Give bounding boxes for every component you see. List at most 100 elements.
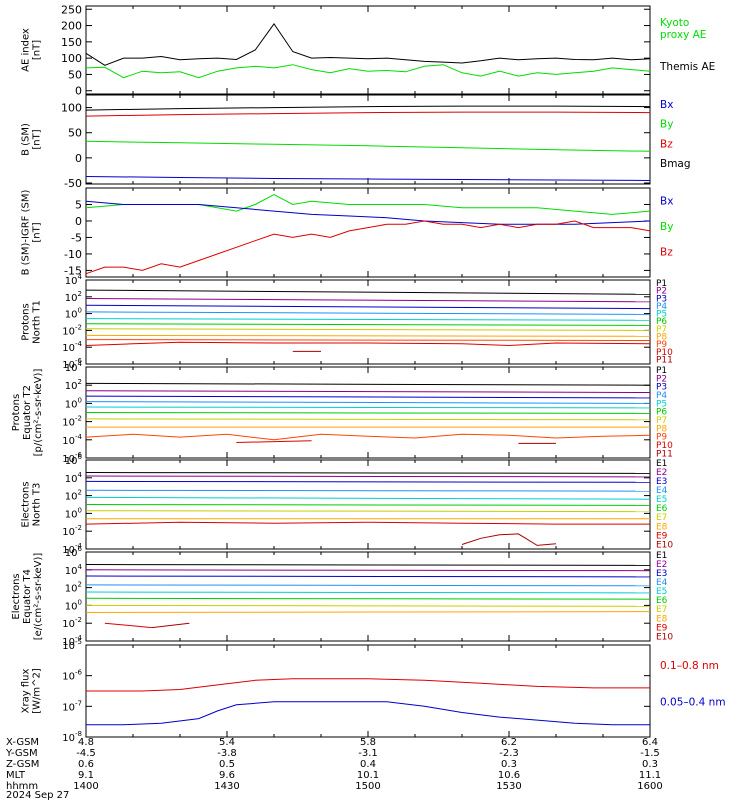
y-tick-label: 10-5 xyxy=(62,638,82,652)
legend-label: P11 xyxy=(656,355,673,365)
legend-label: E6 xyxy=(656,596,668,606)
y-tick-label: 50 xyxy=(68,68,82,81)
y-axis-label-line: [nT] xyxy=(32,40,43,60)
series-e9 xyxy=(104,622,152,629)
orbit-value: 0.3 xyxy=(642,759,658,770)
series-e9 xyxy=(85,521,650,525)
series-p1 xyxy=(85,382,651,386)
y-axis-label-line: B (SM) xyxy=(21,123,32,156)
y-tick-label: 104 xyxy=(65,273,83,287)
legend-label: proxy AE xyxy=(660,29,706,41)
legend-label: E7 xyxy=(656,513,667,523)
series-e1 xyxy=(85,472,651,474)
y-tick-label: 250 xyxy=(61,3,82,16)
y-tick-label: 102 xyxy=(65,378,82,392)
y-tick-label: 100 xyxy=(65,506,82,520)
legend-label: Bz xyxy=(660,138,673,150)
orbit-value: 1400 xyxy=(73,781,98,792)
series-e2 xyxy=(85,475,651,478)
series-p6 xyxy=(85,412,651,414)
series-themis-ae xyxy=(85,23,651,66)
legend-label: E9 xyxy=(656,531,668,541)
orbit-value: 0.6 xyxy=(78,759,94,770)
y-axis-label: Xray flux [W/m^2] xyxy=(21,668,43,714)
orbit-value: 5.8 xyxy=(360,737,376,748)
y-axis-label-line: North T1 xyxy=(32,300,43,344)
series-p6 xyxy=(85,323,651,326)
panel-frame xyxy=(85,5,651,95)
orbit-value: 6.4 xyxy=(642,737,658,748)
y-tick-label: 100 xyxy=(65,396,82,410)
y-tick-label: 10-2 xyxy=(62,323,82,337)
y-tick-label: 50 xyxy=(68,127,82,140)
y-axis-label: B (SM) [nT] xyxy=(21,123,43,156)
orbit-row-label: MLT xyxy=(6,770,26,781)
y-axis-label-line: Electrons xyxy=(21,481,32,527)
orbit-value: -4.5 xyxy=(76,748,96,759)
y-tick-label: -5 xyxy=(71,231,82,244)
series-p8 xyxy=(85,334,651,337)
y-tick-label: 200 xyxy=(61,20,82,33)
legend-label: P3 xyxy=(656,294,667,304)
legend-label: By xyxy=(660,119,673,131)
legend-label: P1 xyxy=(656,366,667,376)
y-axis-label: Protons North T1 xyxy=(21,300,43,344)
y-tick-label: -50 xyxy=(64,177,82,190)
y-axis-label-line: [e/(cm²-s-sr-keV)] xyxy=(33,553,44,641)
legend-label: E2 xyxy=(656,468,667,478)
legend-label: 0.1–0.8 nm xyxy=(660,660,719,672)
legend-label: P5 xyxy=(656,310,667,320)
legend-label: P1 xyxy=(656,279,667,289)
y-axis-label-line: [p/(cm²-s-sr-keV)] xyxy=(33,369,44,457)
legend-label: E10 xyxy=(656,632,673,642)
legend-label: E10 xyxy=(656,540,673,550)
y-axis-label-line: Equator T2 xyxy=(22,385,33,440)
legend-label: E1 xyxy=(656,551,667,561)
legend-label: 0.05–0.4 nm xyxy=(660,697,726,709)
series-by xyxy=(85,140,651,152)
legend-label: E5 xyxy=(656,587,667,597)
legend-label: E1 xyxy=(656,459,667,469)
y-tick-label: 106 xyxy=(65,453,83,467)
legend: 0.1–0.8 nm 0.05–0.4 nm xyxy=(660,660,726,709)
legend-label: E7 xyxy=(656,605,667,615)
panel-frame xyxy=(85,187,651,278)
series-p3 xyxy=(85,395,651,399)
orbit-value: 1430 xyxy=(214,781,239,792)
legend-label: E4 xyxy=(656,578,668,588)
legend: Bx By Bz xyxy=(660,196,673,259)
orbit-row-label: X-GSM xyxy=(6,737,39,748)
y-tick-label: 104 xyxy=(65,563,83,577)
series-p7 xyxy=(85,418,651,421)
series-p10 xyxy=(85,341,651,347)
y-axis-label-line: [nT] xyxy=(32,222,43,242)
orbit-value: 10.6 xyxy=(498,770,520,781)
orbit-row-label: Z-GSM xyxy=(6,759,39,770)
series-p5 xyxy=(85,318,651,321)
legend-label: P9 xyxy=(656,340,667,350)
legend-label: Kyoto xyxy=(660,17,689,29)
series-p7 xyxy=(85,328,651,331)
y-tick-label: 100 xyxy=(61,102,82,115)
orbit-value: 1600 xyxy=(637,781,662,792)
series-bx xyxy=(85,176,651,181)
series-0-1-0-8-nm xyxy=(86,678,650,692)
orbit-value: -3.1 xyxy=(358,748,378,759)
legend-label: E2 xyxy=(656,560,667,570)
y-axis-label-line: Equator T4 xyxy=(22,569,33,624)
legend-label: P9 xyxy=(656,433,667,443)
series-p9 xyxy=(85,339,651,341)
y-tick-label: 10-4 xyxy=(62,433,82,447)
y-tick-label: 104 xyxy=(65,471,83,485)
y-tick-label: 10-4 xyxy=(62,340,82,354)
orbit-value: 1500 xyxy=(355,781,380,792)
legend-label: P6 xyxy=(656,408,667,418)
